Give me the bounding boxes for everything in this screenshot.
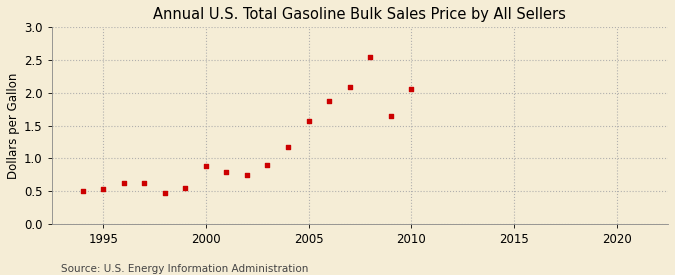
Point <box>139 181 150 186</box>
Point <box>77 189 88 193</box>
Point <box>98 186 109 191</box>
Point <box>385 114 396 118</box>
Point <box>118 181 129 186</box>
Point <box>221 170 232 174</box>
Y-axis label: Dollars per Gallon: Dollars per Gallon <box>7 73 20 179</box>
Text: Source: U.S. Energy Information Administration: Source: U.S. Energy Information Administ… <box>61 264 308 274</box>
Point <box>406 87 416 91</box>
Point <box>324 98 335 103</box>
Point <box>344 85 355 89</box>
Point <box>159 191 170 196</box>
Point <box>283 144 294 149</box>
Point <box>364 55 375 59</box>
Point <box>242 173 252 177</box>
Point <box>180 186 191 190</box>
Point <box>303 119 314 123</box>
Point <box>200 164 211 169</box>
Point <box>262 163 273 167</box>
Title: Annual U.S. Total Gasoline Bulk Sales Price by All Sellers: Annual U.S. Total Gasoline Bulk Sales Pr… <box>153 7 566 22</box>
